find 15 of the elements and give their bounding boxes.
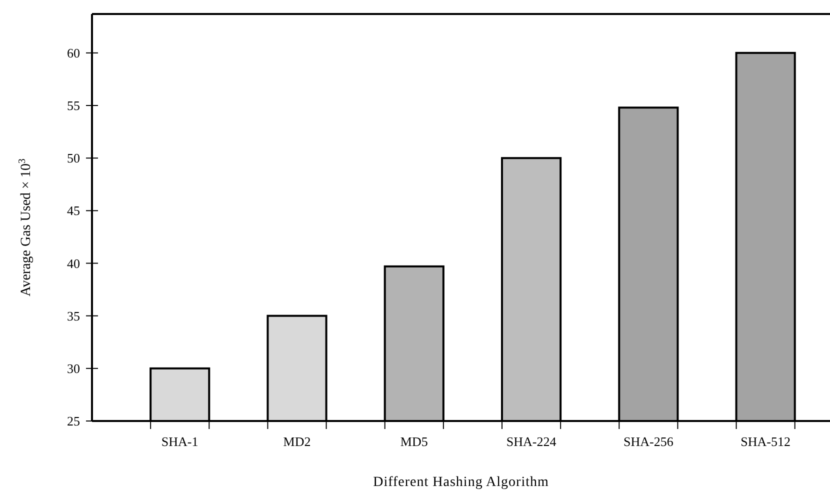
- y-tick-label: 40: [67, 256, 80, 271]
- x-tick-label: SHA-512: [740, 434, 790, 449]
- y-tick-label: 50: [67, 150, 80, 166]
- x-tick-label: MD2: [283, 434, 311, 449]
- x-axis-title: Different Hashing Algorithm: [373, 475, 549, 490]
- y-tick-label: 25: [67, 414, 80, 429]
- y-tick-label: 55: [67, 98, 80, 114]
- y-tick-label: 60: [67, 45, 80, 60]
- y-tick-label: 30: [67, 360, 80, 376]
- x-tick-label: MD5: [400, 434, 428, 449]
- x-tick-label: SHA-224: [506, 434, 557, 449]
- y-tick-label: 35: [67, 308, 80, 324]
- x-tick-label: SHA-1: [161, 434, 198, 449]
- y-tick-label: 45: [67, 203, 80, 218]
- x-tick-label: SHA-256: [624, 434, 674, 449]
